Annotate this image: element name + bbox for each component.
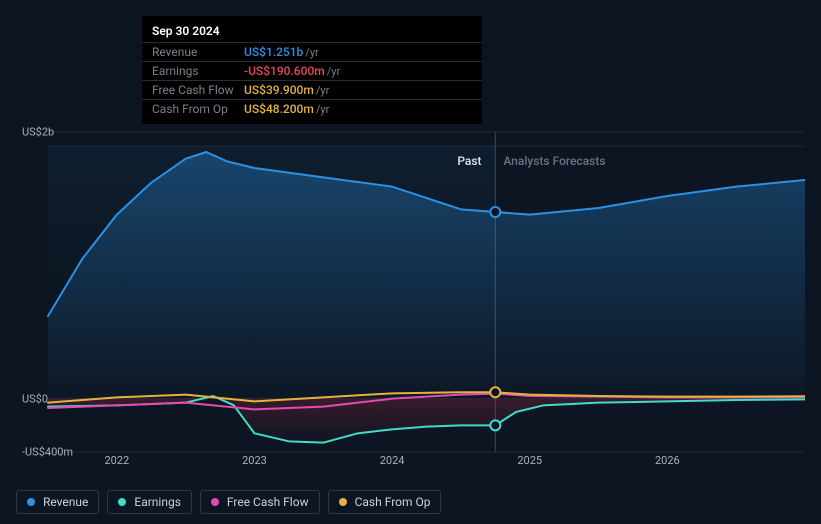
y-axis-label: US$2b [22, 126, 54, 139]
tooltip-value: US$48.200m [244, 102, 314, 116]
x-axis-labels: 2022 2023 2024 2025 2026 [16, 454, 805, 470]
legend-item[interactable]: Earnings [107, 490, 192, 514]
chart-svg [16, 120, 805, 470]
legend-label: Free Cash Flow [227, 495, 309, 509]
tooltip-row: Free Cash FlowUS$39.900m /yr [142, 80, 482, 99]
chart-tooltip: Sep 30 2024 RevenueUS$1.251b /yrEarnings… [142, 16, 482, 124]
tooltip-row: Earnings-US$190.600m /yr [142, 61, 482, 80]
tooltip-unit: /yr [316, 84, 329, 97]
tooltip-unit: /yr [316, 103, 329, 116]
tooltip-row: RevenueUS$1.251b /yr [142, 42, 482, 61]
tooltip-label: Earnings [152, 64, 244, 78]
tooltip-value: US$1.251b [244, 45, 303, 59]
legend-item[interactable]: Revenue [16, 490, 99, 514]
tooltip-unit: /yr [327, 65, 340, 78]
tooltip-row: Cash From OpUS$48.200m /yr [142, 99, 482, 118]
legend-label: Cash From Op [355, 495, 431, 509]
legend-label: Revenue [43, 495, 88, 509]
x-axis-label: 2026 [655, 454, 680, 467]
region-label-forecast: Analysts Forecasts [503, 154, 605, 168]
tooltip-value: US$39.900m [244, 83, 314, 97]
x-axis-label: 2024 [380, 454, 405, 467]
legend-dot-icon [27, 498, 35, 506]
tooltip-label: Revenue [152, 45, 244, 59]
legend-dot-icon [211, 498, 219, 506]
legend-dot-icon [339, 498, 347, 506]
chart-area: US$2bUS$0-US$400m PastAnalysts Forecasts… [16, 120, 805, 470]
tooltip-unit: /yr [305, 46, 318, 59]
y-axis-label: US$0 [22, 392, 48, 405]
legend-label: Earnings [134, 495, 181, 509]
x-axis-label: 2022 [104, 454, 129, 467]
tooltip-label: Free Cash Flow [152, 83, 244, 97]
x-axis-label: 2023 [242, 454, 267, 467]
tooltip-label: Cash From Op [152, 102, 244, 116]
legend-item[interactable]: Cash From Op [328, 490, 442, 514]
legend-dot-icon [118, 498, 126, 506]
tooltip-value: -US$190.600m [244, 64, 325, 78]
region-label-past: Past [457, 154, 481, 168]
x-axis-label: 2025 [517, 454, 542, 467]
chart-legend: Revenue Earnings Free Cash Flow Cash From O… [16, 490, 441, 514]
tooltip-date: Sep 30 2024 [142, 22, 482, 42]
legend-item[interactable]: Free Cash Flow [200, 490, 320, 514]
